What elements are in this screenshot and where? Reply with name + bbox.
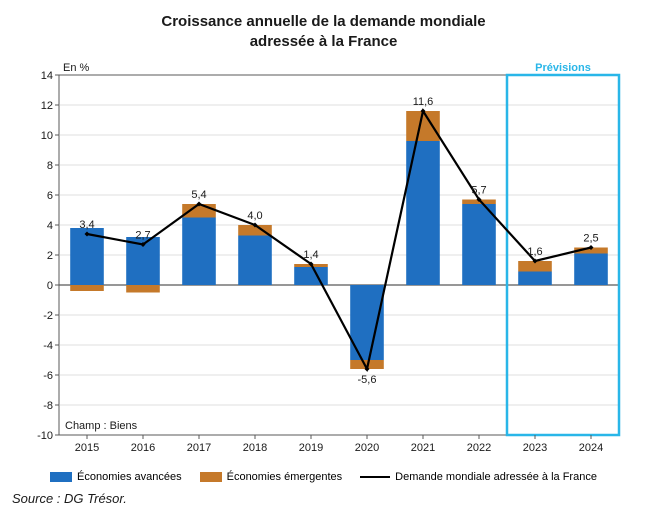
svg-text:1,4: 1,4 (303, 249, 318, 261)
legend-swatch-line (360, 476, 390, 478)
chart-svg: -10 -8 -6 -4 -2 0 2 4 6 8 10 12 14 En % Prévisions 3,4 2… (19, 57, 629, 467)
legend-label-emerging: Économies émergentes (227, 471, 343, 483)
legend-label-line: Demande mondiale adressée à la France (395, 471, 597, 483)
svg-text:-10: -10 (37, 430, 53, 442)
svg-text:4: 4 (46, 220, 52, 232)
source-text: Source : DG Trésor. (12, 491, 635, 506)
svg-text:Champ : Biens: Champ : Biens (65, 420, 138, 432)
title-line1: Croissance annuelle de la demande mondia… (161, 13, 485, 30)
svg-text:En %: En % (63, 62, 90, 74)
svg-text:14: 14 (40, 70, 52, 82)
svg-text:2023: 2023 (522, 442, 546, 454)
svg-text:5,7: 5,7 (471, 185, 486, 197)
svg-text:-4: -4 (43, 340, 53, 352)
title-line2: adressée à la France (250, 33, 398, 50)
svg-text:2017: 2017 (186, 442, 210, 454)
svg-text:10: 10 (40, 130, 52, 142)
svg-text:12: 12 (40, 100, 52, 112)
svg-text:-5,6: -5,6 (357, 374, 376, 386)
svg-text:2021: 2021 (410, 442, 434, 454)
svg-text:2: 2 (46, 250, 52, 262)
svg-text:-8: -8 (43, 400, 53, 412)
svg-text:-6: -6 (43, 370, 53, 382)
svg-text:0: 0 (46, 280, 52, 292)
legend: Économies avancées Économies émergentes … (12, 471, 635, 483)
legend-item-line: Demande mondiale adressée à la France (360, 471, 597, 483)
legend-item-advanced: Économies avancées (50, 471, 182, 483)
svg-text:2020: 2020 (354, 442, 378, 454)
svg-text:2015: 2015 (74, 442, 98, 454)
svg-text:1,6: 1,6 (527, 246, 542, 258)
svg-text:2016: 2016 (130, 442, 154, 454)
svg-text:6: 6 (46, 190, 52, 202)
svg-text:11,6: 11,6 (412, 96, 433, 108)
svg-text:2018: 2018 (242, 442, 266, 454)
svg-text:Prévisions: Prévisions (535, 62, 591, 74)
legend-label-advanced: Économies avancées (77, 471, 182, 483)
svg-text:8: 8 (46, 160, 52, 172)
legend-item-emerging: Économies émergentes (200, 471, 343, 483)
svg-text:4,0: 4,0 (247, 210, 262, 222)
svg-text:2022: 2022 (466, 442, 490, 454)
chart-title: Croissance annuelle de la demande mondia… (12, 12, 635, 51)
svg-text:2,7: 2,7 (135, 230, 150, 242)
svg-text:5,4: 5,4 (191, 189, 206, 201)
chart-container: -10 -8 -6 -4 -2 0 2 4 6 8 10 12 14 En % Prévisions 3,4 2… (19, 57, 629, 467)
legend-swatch-advanced (50, 472, 72, 482)
legend-swatch-emerging (200, 472, 222, 482)
svg-text:2024: 2024 (578, 442, 602, 454)
svg-text:2019: 2019 (298, 442, 322, 454)
svg-text:-2: -2 (43, 310, 53, 322)
svg-text:3,4: 3,4 (79, 219, 94, 231)
svg-text:2,5: 2,5 (583, 233, 598, 245)
